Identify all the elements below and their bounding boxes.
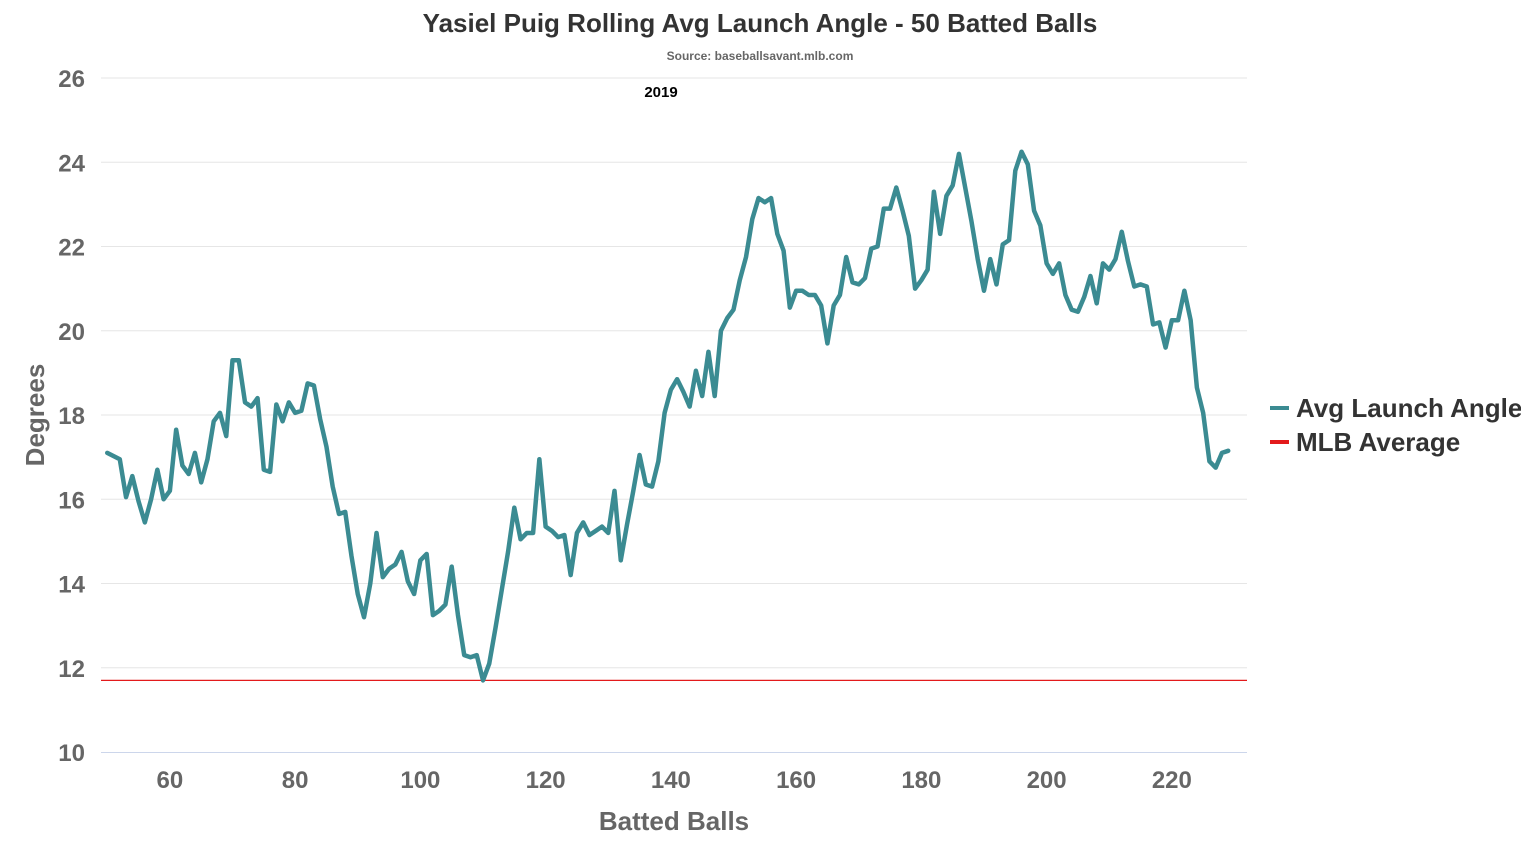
- x-tick-label: 160: [776, 767, 816, 794]
- y-tick-label: 14: [58, 572, 85, 599]
- legend-label: MLB Average: [1296, 427, 1460, 457]
- y-tick-label: 16: [58, 487, 85, 514]
- chart-subtitle: Source: baseballsavant.mlb.com: [667, 49, 854, 63]
- x-tick-label: 80: [282, 767, 309, 794]
- legend-label: Avg Launch Angle: [1296, 393, 1521, 423]
- y-tick-label: 18: [58, 403, 85, 430]
- x-tick-label: 200: [1027, 767, 1067, 794]
- x-tick-label: 120: [526, 767, 566, 794]
- series-line-avg-launch-angle[interactable]: [105, 149, 1231, 683]
- y-tick-label: 22: [58, 235, 85, 262]
- x-tick-label: 60: [157, 767, 184, 794]
- y-tick-label: 20: [58, 319, 85, 346]
- x-tick-label: 180: [901, 767, 941, 794]
- legend[interactable]: Avg Launch Angle MLB Average: [1270, 393, 1521, 457]
- y-tick-label: 24: [58, 150, 85, 177]
- series-layer: [101, 149, 1247, 683]
- x-axis-title: Batted Balls: [599, 806, 749, 836]
- y-axis-ticks: 10 12 14 16 18 20 22 24 26: [58, 66, 85, 767]
- legend-item-mlb-average[interactable]: MLB Average: [1270, 427, 1460, 457]
- y-tick-label: 10: [58, 740, 85, 767]
- x-axis-ticks: 60 80 100 120 140 160 180 200 220: [157, 767, 1192, 794]
- y-axis-title: Degrees: [20, 364, 50, 467]
- legend-item-avg-launch-angle[interactable]: Avg Launch Angle: [1270, 393, 1521, 423]
- y-tick-label: 12: [58, 656, 85, 683]
- year-annotation: 2019: [644, 84, 677, 101]
- x-tick-label: 220: [1152, 767, 1192, 794]
- x-tick-label: 100: [400, 767, 440, 794]
- y-tick-label: 26: [58, 66, 85, 93]
- grid-lines: [101, 77, 1247, 669]
- x-tick-label: 140: [651, 767, 691, 794]
- chart-title: Yasiel Puig Rolling Avg Launch Angle - 5…: [423, 8, 1098, 38]
